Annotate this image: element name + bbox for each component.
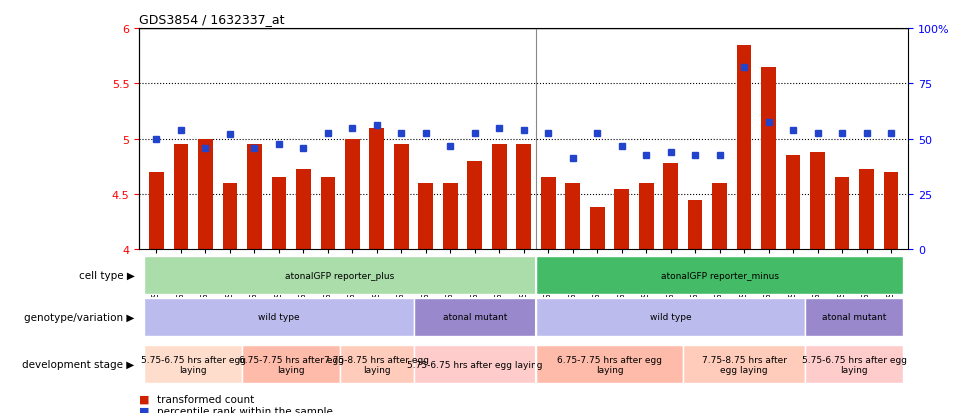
Bar: [859, 169, 874, 250]
Bar: [144, 298, 413, 336]
Text: atonalGFP reporter_plus: atonalGFP reporter_plus: [285, 271, 395, 280]
Bar: [144, 346, 242, 383]
Bar: [737, 45, 752, 250]
Bar: [786, 156, 801, 250]
Text: ■: ■: [139, 406, 150, 413]
Text: GDS3854 / 1632337_at: GDS3854 / 1632337_at: [139, 13, 284, 26]
Text: development stage ▶: development stage ▶: [22, 359, 135, 370]
Bar: [413, 346, 536, 383]
Bar: [223, 183, 237, 250]
Bar: [418, 183, 433, 250]
Text: genotype/variation ▶: genotype/variation ▶: [24, 312, 135, 322]
Bar: [810, 153, 825, 250]
Bar: [590, 208, 604, 250]
Bar: [663, 164, 678, 250]
Text: wild type: wild type: [259, 313, 300, 321]
Text: atonalGFP reporter_minus: atonalGFP reporter_minus: [660, 271, 778, 280]
Bar: [272, 178, 286, 250]
Bar: [492, 145, 506, 250]
Bar: [536, 298, 805, 336]
Bar: [835, 178, 850, 250]
Bar: [149, 173, 163, 250]
Bar: [174, 145, 188, 250]
Bar: [345, 140, 359, 250]
Text: 5.75-6.75 hrs after egg laying: 5.75-6.75 hrs after egg laying: [407, 360, 543, 369]
Bar: [413, 298, 536, 336]
Text: 6.75-7.75 hrs after egg
laying: 6.75-7.75 hrs after egg laying: [238, 355, 344, 374]
Bar: [565, 183, 580, 250]
Text: transformed count: transformed count: [157, 394, 254, 404]
Text: 7.75-8.75 hrs after
egg laying: 7.75-8.75 hrs after egg laying: [702, 355, 787, 374]
Bar: [467, 161, 482, 250]
Bar: [369, 128, 384, 250]
Text: percentile rank within the sample: percentile rank within the sample: [157, 406, 333, 413]
Bar: [541, 178, 555, 250]
Text: 7.75-8.75 hrs after egg
laying: 7.75-8.75 hrs after egg laying: [325, 355, 430, 374]
Bar: [639, 183, 653, 250]
Bar: [688, 200, 702, 250]
Bar: [321, 178, 335, 250]
Text: 5.75-6.75 hrs after egg
laying: 5.75-6.75 hrs after egg laying: [140, 355, 246, 374]
Bar: [144, 257, 536, 294]
Bar: [296, 169, 310, 250]
Bar: [198, 140, 212, 250]
Bar: [683, 346, 805, 383]
Text: atonal mutant: atonal mutant: [822, 313, 886, 321]
Bar: [805, 298, 903, 336]
Bar: [884, 173, 899, 250]
Bar: [536, 346, 683, 383]
Bar: [805, 346, 903, 383]
Text: cell type ▶: cell type ▶: [79, 271, 135, 281]
Bar: [242, 346, 340, 383]
Bar: [536, 257, 903, 294]
Text: ■: ■: [139, 394, 150, 404]
Text: 5.75-6.75 hrs after egg
laying: 5.75-6.75 hrs after egg laying: [801, 355, 907, 374]
Bar: [247, 145, 261, 250]
Bar: [340, 346, 413, 383]
Text: 6.75-7.75 hrs after egg
laying: 6.75-7.75 hrs after egg laying: [557, 355, 662, 374]
Bar: [516, 145, 531, 250]
Bar: [712, 183, 727, 250]
Bar: [394, 145, 408, 250]
Text: wild type: wild type: [650, 313, 692, 321]
Text: atonal mutant: atonal mutant: [443, 313, 507, 321]
Bar: [761, 68, 776, 250]
Bar: [614, 189, 629, 250]
Bar: [443, 183, 457, 250]
